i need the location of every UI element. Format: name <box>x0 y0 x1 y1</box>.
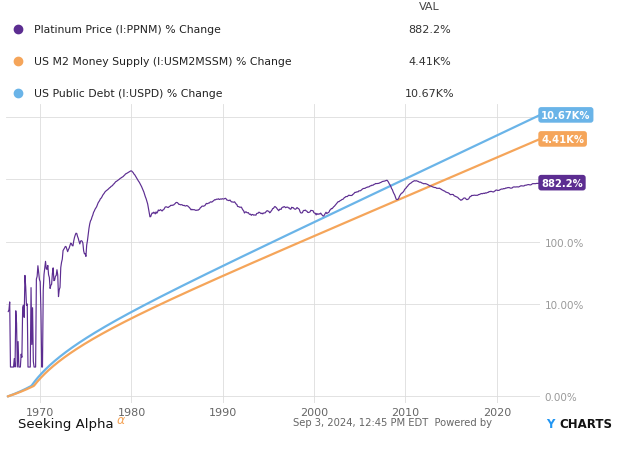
Text: α: α <box>117 414 125 426</box>
Text: US M2 Money Supply (I:USM2MSSM) % Change: US M2 Money Supply (I:USM2MSSM) % Change <box>34 57 292 67</box>
Text: 882.2%: 882.2% <box>408 25 451 35</box>
Text: 10.67K%: 10.67K% <box>541 111 591 121</box>
Text: 10.67K%: 10.67K% <box>404 89 454 99</box>
Text: Platinum Price (I:PPNM) % Change: Platinum Price (I:PPNM) % Change <box>34 25 221 35</box>
Text: US Public Debt (I:USPD) % Change: US Public Debt (I:USPD) % Change <box>34 89 223 99</box>
Text: Seeking Alpha: Seeking Alpha <box>18 418 113 430</box>
Text: 882.2%: 882.2% <box>541 178 583 188</box>
Text: VAL: VAL <box>419 2 440 12</box>
Text: Y: Y <box>547 418 555 430</box>
Text: 4.41K%: 4.41K% <box>408 57 451 67</box>
Text: CHARTS: CHARTS <box>559 418 612 430</box>
Text: Sep 3, 2024, 12:45 PM EDT  Powered by: Sep 3, 2024, 12:45 PM EDT Powered by <box>293 418 495 427</box>
Text: 4.41K%: 4.41K% <box>541 135 584 145</box>
